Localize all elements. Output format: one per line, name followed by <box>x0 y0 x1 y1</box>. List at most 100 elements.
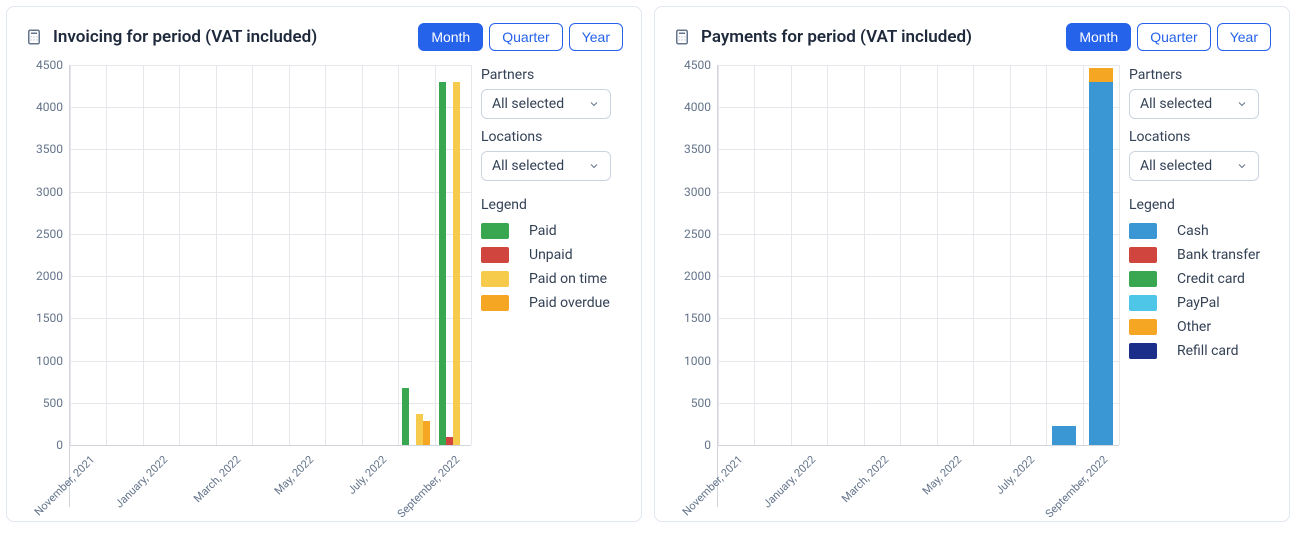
chevron-down-icon <box>1236 98 1248 110</box>
grid-vline <box>471 65 472 445</box>
x-label: November, 2021 <box>32 453 97 518</box>
calculator-icon <box>673 28 691 46</box>
legend-item: Unpaid <box>481 247 623 263</box>
card-body: 050010001500200025003000350040004500Nove… <box>673 65 1271 507</box>
x-label: May, 2022 <box>920 453 964 497</box>
legend-swatch <box>1129 295 1157 311</box>
card-title-wrap: Payments for period (VAT included) <box>673 27 972 47</box>
chart-card-invoicing: Invoicing for period (VAT included) Month… <box>6 6 642 522</box>
y-tick: 500 <box>691 396 711 410</box>
card-body: 050010001500200025003000350040004500Nove… <box>25 65 623 507</box>
legend-label: Refill card <box>1177 343 1239 359</box>
bar <box>402 388 409 445</box>
legend-item: Paid on time <box>481 271 623 287</box>
legend-label: Paid overdue <box>529 295 610 311</box>
side-panel: Partners All selected Locations All selecte… <box>1119 65 1271 367</box>
x-label: January, 2022 <box>761 453 818 510</box>
legend-swatch <box>1129 319 1157 335</box>
y-tick: 4500 <box>684 58 711 72</box>
y-tick: 2500 <box>36 227 63 241</box>
card-title: Invoicing for period (VAT included) <box>53 27 317 47</box>
chart-plot: 050010001500200025003000350040004500Nove… <box>25 65 471 507</box>
card-header: Payments for period (VAT included) MonthQ… <box>673 23 1271 51</box>
bar <box>439 82 446 445</box>
x-label: July, 2022 <box>993 453 1037 497</box>
time-btn-year[interactable]: Year <box>569 23 623 51</box>
time-range-buttons: MonthQuarterYear <box>418 23 623 51</box>
plot-region: November, 2021January, 2022March, 2022Ma… <box>717 65 1119 507</box>
x-label: January, 2022 <box>113 453 170 510</box>
bar <box>416 414 423 445</box>
time-btn-month[interactable]: Month <box>418 23 483 51</box>
y-tick: 3000 <box>36 185 63 199</box>
card-title-wrap: Invoicing for period (VAT included) <box>25 27 317 47</box>
y-tick: 3000 <box>684 185 711 199</box>
bar <box>446 437 453 445</box>
legend-item: Other <box>1129 319 1271 335</box>
legend-swatch <box>1129 223 1157 239</box>
y-tick: 1500 <box>684 311 711 325</box>
legend-item: Bank transfer <box>1129 247 1271 263</box>
locations-select[interactable]: All selected <box>1129 151 1259 181</box>
plot-region: November, 2021January, 2022March, 2022Ma… <box>69 65 471 507</box>
chart-area: 050010001500200025003000350040004500Nove… <box>673 65 1119 507</box>
legend-swatch <box>1129 343 1157 359</box>
bars-layer <box>718 65 1119 445</box>
bars-layer <box>70 65 471 445</box>
x-label: September, 2022 <box>395 453 462 520</box>
chart-card-payments: Payments for period (VAT included) MonthQ… <box>654 6 1290 522</box>
y-axis: 050010001500200025003000350040004500 <box>673 65 717 445</box>
time-btn-quarter[interactable]: Quarter <box>489 23 562 51</box>
bar-segment <box>1052 426 1076 445</box>
bar-stack <box>1089 68 1113 445</box>
x-label: November, 2021 <box>680 453 745 518</box>
legend-item: Refill card <box>1129 343 1271 359</box>
y-tick: 2000 <box>684 269 711 283</box>
bar-segment <box>1089 68 1113 82</box>
y-tick: 1000 <box>36 354 63 368</box>
y-tick: 1500 <box>36 311 63 325</box>
calculator-icon <box>25 28 43 46</box>
x-label: May, 2022 <box>272 453 316 497</box>
legend-label: Bank transfer <box>1177 247 1260 263</box>
locations-select[interactable]: All selected <box>481 151 611 181</box>
partners-select[interactable]: All selected <box>481 89 611 119</box>
partners-value: All selected <box>492 96 564 112</box>
partners-value: All selected <box>1140 96 1212 112</box>
legend-label: Other <box>1177 319 1211 335</box>
legend-swatch <box>481 271 509 287</box>
x-label: September, 2022 <box>1043 453 1110 520</box>
time-btn-year[interactable]: Year <box>1217 23 1271 51</box>
legend-title: Legend <box>1129 197 1271 213</box>
side-panel: Partners All selected Locations All selecte… <box>471 65 623 319</box>
partners-label: Partners <box>1129 67 1271 83</box>
locations-label: Locations <box>481 129 623 145</box>
legend-label: Cash <box>1177 223 1209 239</box>
bar-stack <box>1052 426 1076 445</box>
chevron-down-icon <box>588 160 600 172</box>
legend-swatch <box>481 223 509 239</box>
legend-label: PayPal <box>1177 295 1220 311</box>
legend-item: PayPal <box>1129 295 1271 311</box>
locations-label: Locations <box>1129 129 1271 145</box>
locations-value: All selected <box>1140 158 1212 174</box>
chevron-down-icon <box>588 98 600 110</box>
card-header: Invoicing for period (VAT included) Month… <box>25 23 623 51</box>
time-btn-month[interactable]: Month <box>1066 23 1131 51</box>
legend-label: Credit card <box>1177 271 1245 287</box>
y-tick: 4500 <box>36 58 63 72</box>
y-tick: 0 <box>704 438 711 452</box>
partners-label: Partners <box>481 67 623 83</box>
legend-swatch <box>1129 271 1157 287</box>
legend-item: Credit card <box>1129 271 1271 287</box>
legend-label: Paid on time <box>529 271 607 287</box>
x-labels: November, 2021January, 2022March, 2022Ma… <box>718 445 1119 507</box>
legend-label: Paid <box>529 223 557 239</box>
legend-item: Paid <box>481 223 623 239</box>
legend-label: Unpaid <box>529 247 573 263</box>
bar <box>423 421 430 445</box>
time-btn-quarter[interactable]: Quarter <box>1137 23 1210 51</box>
chart-area: 050010001500200025003000350040004500Nove… <box>25 65 471 507</box>
partners-select[interactable]: All selected <box>1129 89 1259 119</box>
y-tick: 3500 <box>36 142 63 156</box>
